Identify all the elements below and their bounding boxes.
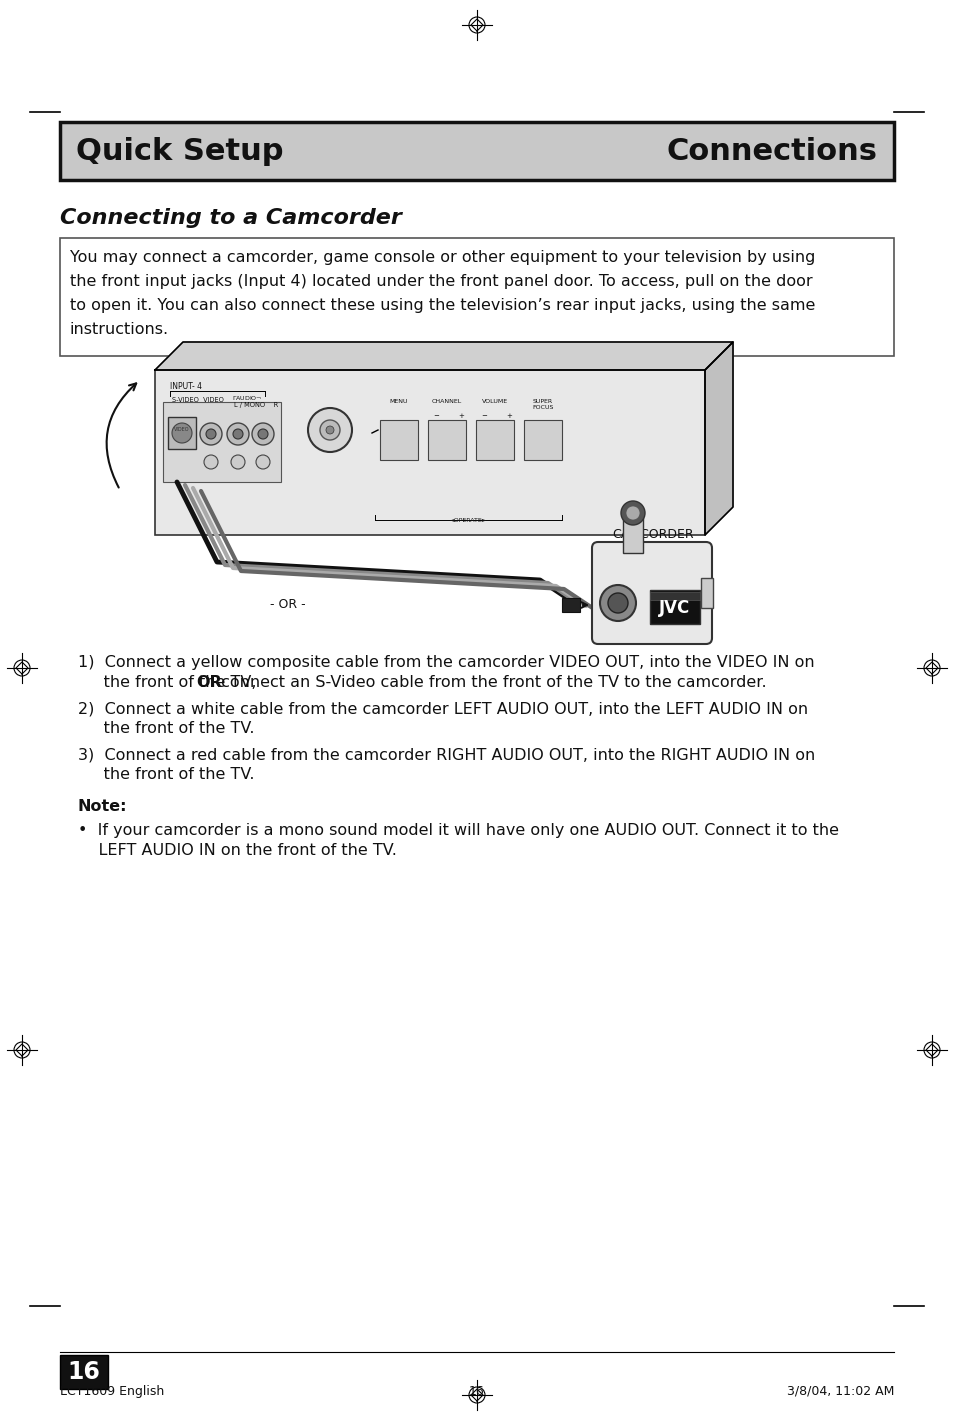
Circle shape [172, 423, 192, 442]
Circle shape [620, 501, 644, 525]
Circle shape [308, 408, 352, 452]
Text: L / MONO    R: L / MONO R [233, 401, 278, 408]
Bar [379, 420, 417, 459]
Text: −: − [433, 413, 438, 418]
Text: Connections: Connections [666, 136, 877, 166]
Circle shape [257, 430, 268, 440]
Polygon shape [704, 342, 732, 535]
Text: 1)  Connect a yellow composite cable from the camcorder VIDEO OUT, into the VIDE: 1) Connect a yellow composite cable from… [78, 655, 814, 669]
Bar [168, 417, 195, 450]
Circle shape [599, 586, 636, 621]
Text: the front of the TV.: the front of the TV. [78, 720, 254, 736]
Text: Note:: Note: [78, 798, 128, 814]
Bar [649, 590, 700, 624]
Text: connect an S-Video cable from the front of the TV to the camcorder.: connect an S-Video cable from the front … [215, 675, 766, 691]
Text: OR: OR [195, 675, 221, 691]
Text: VIDEO: VIDEO [174, 427, 190, 432]
Circle shape [625, 506, 639, 520]
Bar [60, 122, 893, 180]
Circle shape [319, 420, 339, 440]
Circle shape [255, 455, 270, 469]
Text: ◄OPERATE►: ◄OPERATE► [449, 518, 487, 523]
Text: INPUT- 4: INPUT- 4 [170, 381, 202, 391]
Bar [700, 579, 712, 608]
Circle shape [231, 455, 245, 469]
Text: +: + [505, 413, 512, 418]
Bar [622, 518, 642, 553]
Circle shape [233, 430, 243, 440]
Bar [649, 591, 700, 600]
Text: 2)  Connect a white cable from the camcorder LEFT AUDIO OUT, into the LEFT AUDIO: 2) Connect a white cable from the camcor… [78, 700, 807, 716]
Bar [523, 420, 561, 459]
Text: to open it. You can also connect these using the television’s rear input jacks, : to open it. You can also connect these u… [70, 298, 815, 313]
Text: CHANNEL: CHANNEL [432, 398, 461, 404]
Text: $\Gamma$AUDIO$\neg$: $\Gamma$AUDIO$\neg$ [232, 394, 262, 401]
Text: MENU: MENU [390, 398, 408, 404]
Text: the front input jacks (Input 4) located under the front panel door. To access, p: the front input jacks (Input 4) located … [70, 274, 812, 289]
Text: JVC: JVC [659, 598, 690, 617]
Text: 16: 16 [469, 1385, 484, 1398]
Circle shape [204, 455, 218, 469]
Bar [60, 1356, 108, 1390]
Bar [163, 401, 281, 482]
Text: Connecting to a Camcorder: Connecting to a Camcorder [60, 208, 401, 228]
Bar [561, 598, 579, 613]
Text: the front of the TV.: the front of the TV. [78, 767, 254, 781]
FancyArrowPatch shape [107, 383, 136, 488]
Text: 16: 16 [68, 1360, 100, 1384]
Text: 3/8/04, 11:02 AM: 3/8/04, 11:02 AM [786, 1385, 893, 1398]
Text: LCT1609 English: LCT1609 English [60, 1385, 164, 1398]
Text: You may connect a camcorder, game console or other equipment to your television : You may connect a camcorder, game consol… [70, 250, 815, 265]
Text: the front of the TV,: the front of the TV, [78, 675, 261, 691]
Text: LEFT AUDIO IN on the front of the TV.: LEFT AUDIO IN on the front of the TV. [78, 842, 396, 858]
Text: VOLUME: VOLUME [481, 398, 508, 404]
Text: 3)  Connect a red cable from the camcorder RIGHT AUDIO OUT, into the RIGHT AUDIO: 3) Connect a red cable from the camcorde… [78, 747, 815, 761]
Bar [476, 420, 514, 459]
Text: SUPER
FOCUS: SUPER FOCUS [532, 398, 553, 410]
Circle shape [252, 423, 274, 445]
Bar [60, 238, 893, 356]
Text: CAMCORDER: CAMCORDER [612, 527, 693, 542]
Text: - OR -: - OR - [270, 598, 305, 611]
Circle shape [227, 423, 249, 445]
Text: −: − [480, 413, 486, 418]
Bar [154, 370, 704, 535]
Text: Quick Setup: Quick Setup [76, 136, 283, 166]
Polygon shape [154, 342, 732, 370]
Text: S-VIDEO  VIDEO: S-VIDEO VIDEO [172, 397, 224, 403]
Circle shape [607, 593, 627, 613]
Bar [428, 420, 465, 459]
Text: instructions.: instructions. [70, 322, 169, 337]
Text: +: + [457, 413, 463, 418]
Circle shape [200, 423, 222, 445]
Circle shape [326, 425, 334, 434]
FancyBboxPatch shape [592, 542, 711, 644]
Circle shape [206, 430, 215, 440]
Text: •  If your camcorder is a mono sound model it will have only one AUDIO OUT. Conn: • If your camcorder is a mono sound mode… [78, 822, 838, 838]
